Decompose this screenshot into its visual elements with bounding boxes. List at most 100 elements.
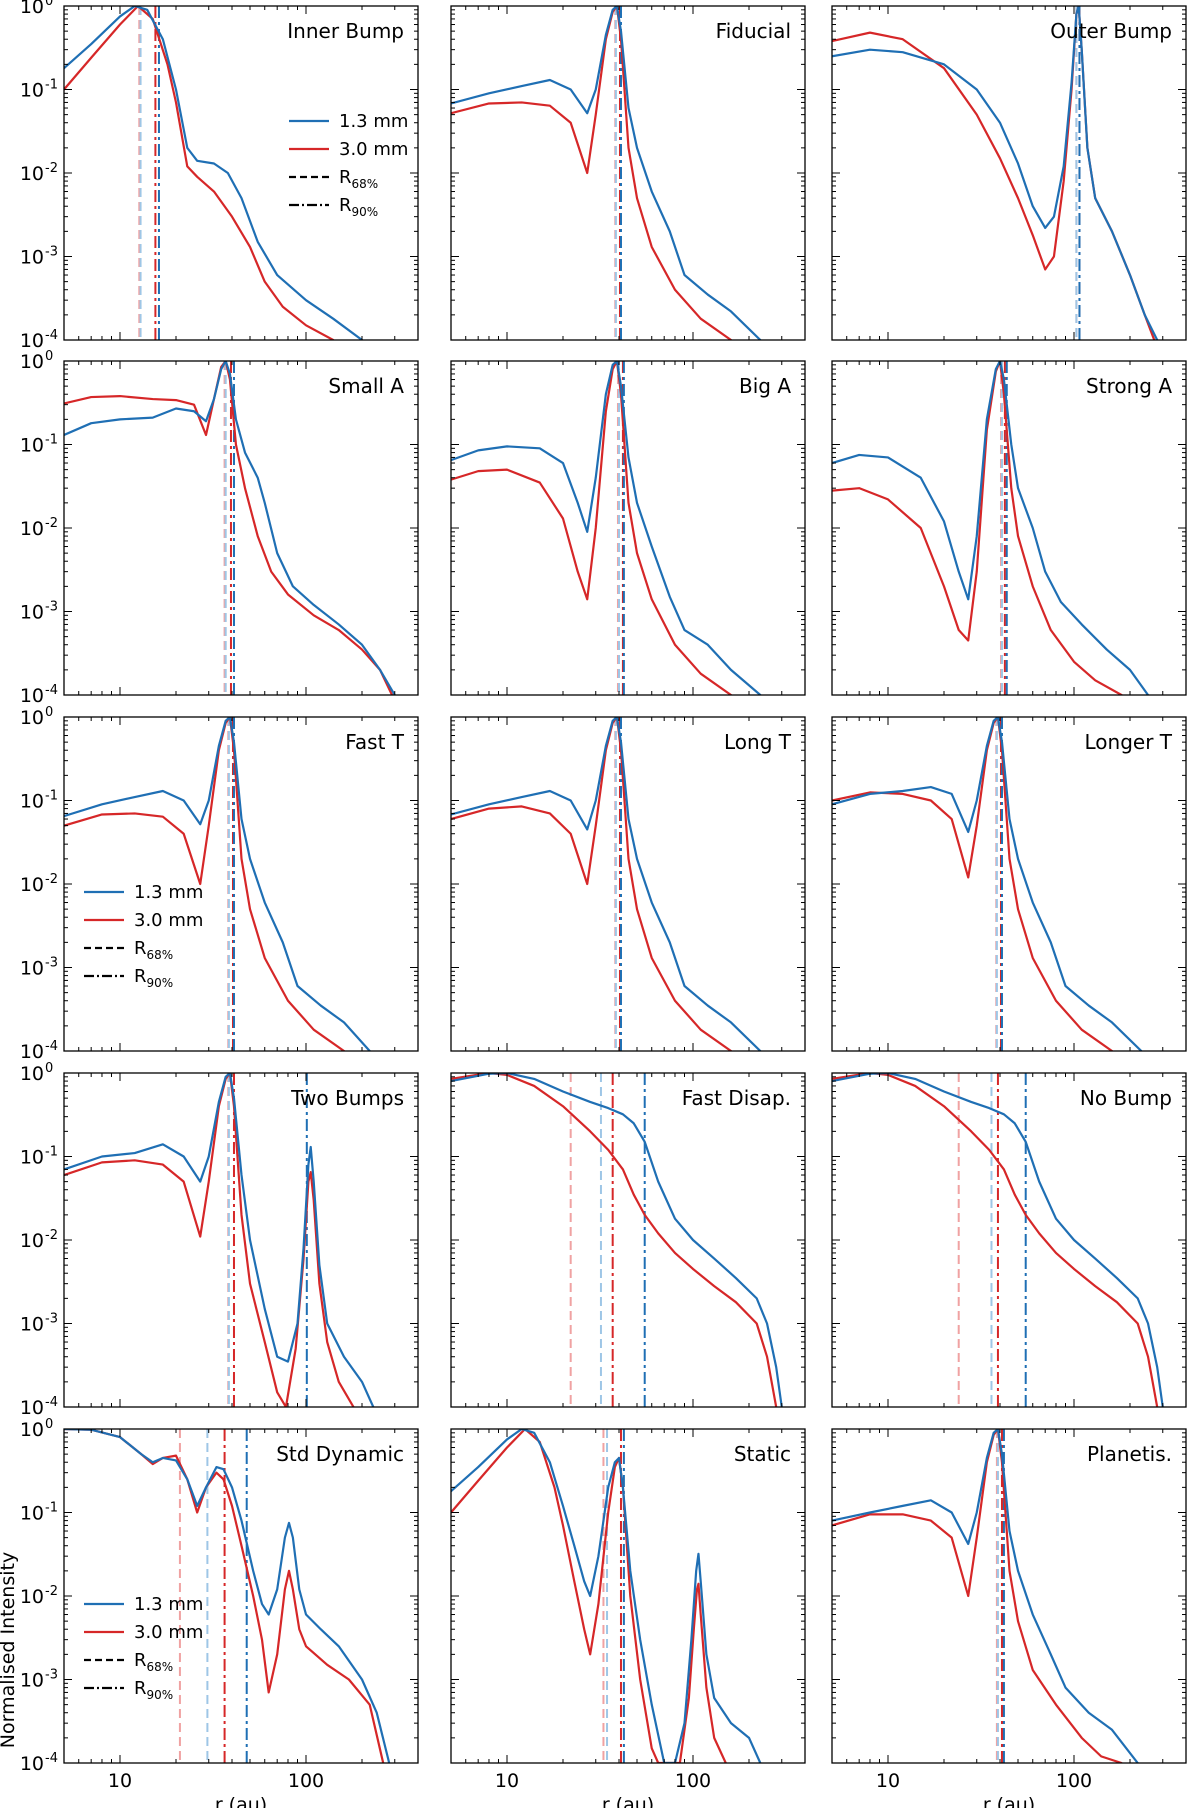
- y-tick-exponent: -2: [45, 872, 58, 887]
- series-line-1mm: [64, 717, 371, 1051]
- radius-markers: [138, 6, 160, 340]
- legend: 1.3 mm 3.0 mm R68% R90%: [84, 1594, 203, 1702]
- series-line-3mm: [451, 361, 733, 695]
- radius-markers: [957, 1073, 1027, 1407]
- panel-1: Fiducial: [450, 5, 806, 341]
- ticks: [450, 360, 806, 696]
- series-line-3mm: [832, 1073, 1159, 1407]
- legend: 1.3 mm 3.0 mm R68% R90%: [289, 111, 408, 219]
- y-tick-exponent: 0: [45, 0, 53, 9]
- y-tick-label: 10: [20, 1314, 44, 1336]
- y-tick-exponent: -4: [45, 1395, 58, 1410]
- series-line-1mm: [64, 361, 396, 695]
- series-line-1mm: [451, 361, 762, 695]
- panel-8: Longer T: [831, 716, 1187, 1052]
- series-line-1mm: [832, 361, 1150, 695]
- ticks: [63, 1072, 419, 1408]
- ticks: [63, 716, 419, 1052]
- y-tick-exponent: -3: [45, 1312, 58, 1327]
- y-tick-label: 10: [20, 1419, 44, 1441]
- y-tick-exponent: 0: [45, 349, 53, 364]
- y-axis-label: Normalised Intensity: [0, 1552, 19, 1748]
- panel-title: Static: [734, 1442, 791, 1466]
- y-tick-exponent: -2: [45, 161, 58, 176]
- series-line-3mm: [832, 717, 1114, 1051]
- plot-frame: [450, 1428, 806, 1764]
- y-tick-label: 10: [20, 1586, 44, 1608]
- series-line-1mm: [64, 6, 364, 340]
- panel-title: Fast Disap.: [682, 1086, 791, 1110]
- panel-2: Outer Bump: [831, 5, 1187, 341]
- series-line-3mm: [64, 1073, 355, 1407]
- series-line-3mm: [64, 717, 346, 1051]
- series-line-1mm: [451, 1073, 783, 1407]
- legend-label: 1.3 mm: [339, 111, 408, 132]
- series-line-1mm: [64, 1073, 375, 1407]
- y-tick-exponent: 0: [45, 1061, 53, 1076]
- radius-markers: [227, 1073, 308, 1407]
- radius-markers: [602, 1429, 625, 1763]
- series-line-3mm: [64, 6, 335, 340]
- panel-11: No Bump: [831, 1072, 1187, 1408]
- panel-5: Strong A: [831, 360, 1187, 696]
- plot-frame: [831, 716, 1187, 1052]
- series-line-3mm: [451, 1073, 778, 1407]
- y-tick-exponent: -3: [45, 956, 58, 971]
- ticks: [63, 1428, 419, 1764]
- plot-frame: [831, 1072, 1187, 1408]
- y-tick-label: 10: [20, 518, 44, 540]
- y-tick-exponent: -4: [45, 328, 58, 343]
- y-tick-label: 10: [20, 707, 44, 729]
- legend-label: 1.3 mm: [134, 1594, 203, 1615]
- y-tick-label: 10: [20, 1503, 44, 1525]
- ticks: [831, 360, 1187, 696]
- x-tick-label: 10: [876, 1770, 900, 1792]
- x-axis-label: r (au): [215, 1794, 267, 1808]
- plot-frame: [63, 1072, 419, 1408]
- series-group: [451, 717, 762, 1051]
- y-tick-label: 10: [20, 958, 44, 980]
- ticks: [63, 5, 419, 341]
- panel-title: No Bump: [1080, 1086, 1172, 1110]
- plot-frame: [831, 1428, 1187, 1764]
- legend-label: R90%: [134, 966, 173, 990]
- panel-title: Fast T: [345, 730, 405, 754]
- y-tick-exponent: -1: [45, 1501, 58, 1516]
- x-tick-label: 100: [1056, 1770, 1092, 1792]
- series-line-1mm: [832, 6, 1159, 340]
- ticks: [831, 1072, 1187, 1408]
- series-line-3mm: [832, 6, 1156, 340]
- plot-frame: [450, 1072, 806, 1408]
- panel-title: Outer Bump: [1050, 19, 1172, 43]
- plot-frame: [831, 5, 1187, 341]
- x-tick-label: 100: [675, 1770, 711, 1792]
- legend-label: 3.0 mm: [134, 910, 203, 931]
- plot-frame: [450, 5, 806, 341]
- y-tick-label: 10: [20, 1063, 44, 1085]
- series-group: [832, 717, 1143, 1051]
- ticks: [831, 1428, 1187, 1764]
- series-line-1mm: [451, 1429, 762, 1763]
- series-group: [64, 6, 364, 340]
- ticks: [63, 360, 419, 696]
- panel-10: Fast Disap.: [450, 1072, 806, 1408]
- plot-frame: [63, 5, 419, 341]
- legend-label: 3.0 mm: [339, 139, 408, 160]
- plot-frame: [450, 360, 806, 696]
- series-line-3mm: [64, 1429, 385, 1763]
- panel-title: Std Dynamic: [276, 1442, 404, 1466]
- x-axis-label: r (au): [983, 1794, 1035, 1808]
- radius-markers: [227, 717, 235, 1051]
- y-tick-label: 10: [20, 791, 44, 813]
- ticks: [450, 716, 806, 1052]
- y-tick-exponent: -3: [45, 600, 58, 615]
- y-tick-label: 10: [20, 1230, 44, 1252]
- x-tick-label: 10: [495, 1770, 519, 1792]
- series-line-3mm: [451, 717, 733, 1051]
- series-line-3mm: [832, 1429, 1123, 1763]
- y-tick-label: 10: [20, 80, 44, 102]
- series-group: [451, 1073, 783, 1407]
- y-tick-exponent: -1: [45, 1145, 58, 1160]
- panel-title: Longer T: [1085, 730, 1173, 754]
